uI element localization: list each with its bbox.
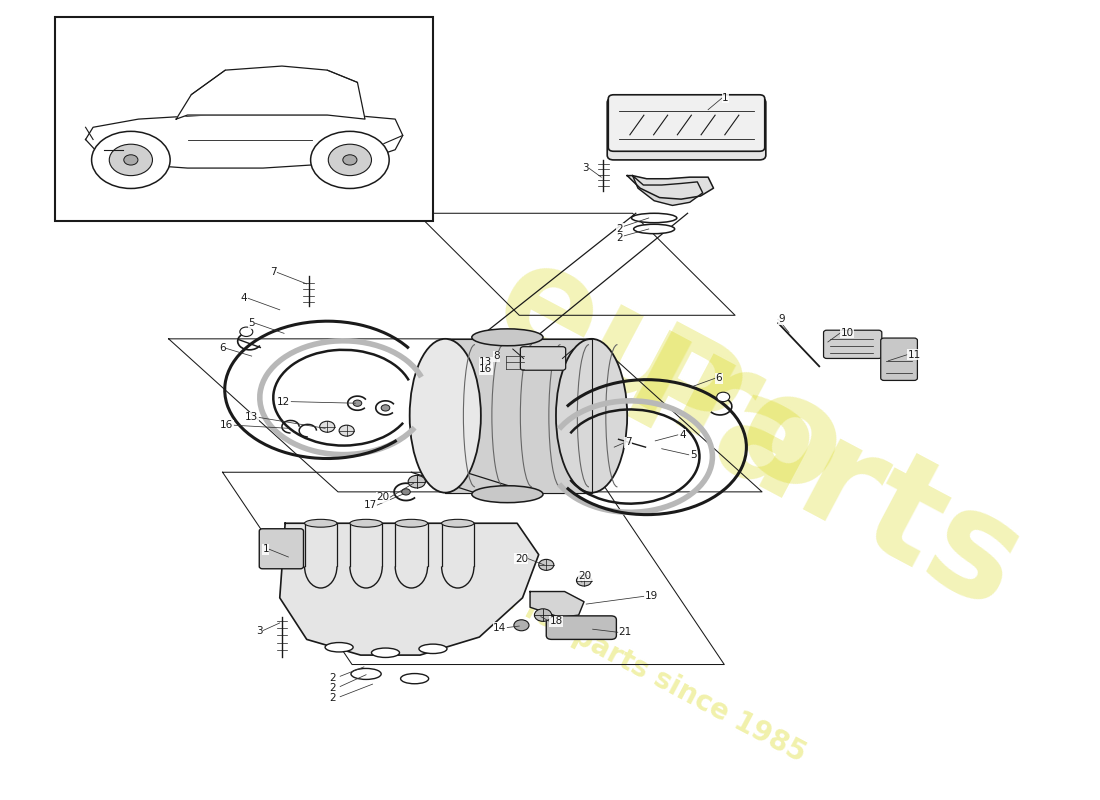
Polygon shape [627, 176, 714, 199]
Circle shape [353, 400, 362, 406]
Text: 7: 7 [270, 267, 276, 277]
Circle shape [535, 609, 552, 622]
Circle shape [717, 392, 729, 402]
Circle shape [124, 154, 138, 165]
Circle shape [514, 620, 529, 630]
Text: 16: 16 [480, 365, 493, 374]
Circle shape [402, 489, 410, 495]
Text: 5: 5 [249, 318, 255, 328]
Ellipse shape [400, 674, 429, 684]
FancyBboxPatch shape [55, 17, 433, 221]
Ellipse shape [441, 519, 474, 527]
Ellipse shape [419, 644, 447, 654]
Circle shape [339, 425, 354, 436]
Circle shape [343, 154, 358, 165]
Text: 5: 5 [690, 450, 696, 460]
Text: 11: 11 [908, 350, 921, 359]
Text: 6: 6 [716, 373, 723, 383]
Polygon shape [176, 66, 365, 119]
Circle shape [408, 475, 426, 488]
Ellipse shape [305, 519, 337, 527]
Text: 4: 4 [241, 293, 248, 303]
Text: 1: 1 [722, 93, 728, 103]
Ellipse shape [631, 214, 676, 222]
FancyBboxPatch shape [547, 616, 616, 639]
FancyBboxPatch shape [881, 338, 917, 381]
Text: 20: 20 [515, 554, 528, 563]
Text: Parts: Parts [598, 317, 1044, 643]
Circle shape [320, 422, 334, 432]
Text: 8: 8 [493, 351, 499, 361]
Text: euro: euro [472, 228, 869, 528]
Ellipse shape [472, 329, 543, 346]
FancyBboxPatch shape [608, 94, 764, 151]
Text: 13: 13 [480, 358, 493, 367]
Text: 10: 10 [840, 327, 854, 338]
Ellipse shape [409, 339, 481, 493]
Text: 9: 9 [778, 314, 785, 324]
Ellipse shape [372, 648, 399, 658]
Circle shape [240, 327, 253, 337]
Text: 13: 13 [245, 412, 258, 422]
FancyBboxPatch shape [607, 98, 766, 160]
Polygon shape [632, 176, 703, 206]
FancyBboxPatch shape [520, 346, 565, 370]
FancyBboxPatch shape [260, 529, 304, 569]
Text: 19: 19 [645, 591, 658, 602]
Circle shape [109, 144, 153, 176]
Text: a passion for parts since 1985: a passion for parts since 1985 [379, 522, 810, 768]
Text: 3: 3 [582, 162, 588, 173]
Text: 20: 20 [579, 571, 592, 581]
Text: 20: 20 [376, 492, 389, 502]
Text: 2: 2 [329, 673, 336, 683]
Circle shape [382, 405, 389, 411]
FancyBboxPatch shape [824, 330, 882, 358]
Ellipse shape [351, 669, 382, 679]
Polygon shape [279, 523, 539, 655]
Ellipse shape [472, 486, 543, 502]
Text: 7: 7 [625, 438, 631, 447]
Text: 12: 12 [277, 397, 290, 406]
Polygon shape [530, 591, 584, 618]
Circle shape [310, 131, 389, 189]
Text: 1: 1 [262, 544, 270, 554]
Polygon shape [86, 115, 403, 168]
Ellipse shape [395, 519, 428, 527]
Text: 2: 2 [616, 224, 623, 234]
Text: 18: 18 [550, 616, 563, 626]
Text: 2: 2 [329, 694, 336, 703]
Text: 14: 14 [493, 622, 506, 633]
Text: 21: 21 [618, 627, 631, 638]
Ellipse shape [350, 519, 383, 527]
Circle shape [328, 144, 372, 176]
Text: 2: 2 [616, 234, 623, 243]
Text: 3: 3 [256, 626, 263, 636]
Text: 17: 17 [364, 500, 377, 510]
Text: 4: 4 [679, 430, 685, 439]
Ellipse shape [634, 224, 674, 234]
Polygon shape [446, 339, 592, 493]
Ellipse shape [326, 642, 353, 652]
Text: 6: 6 [219, 343, 225, 354]
Circle shape [91, 131, 170, 189]
Circle shape [576, 575, 592, 586]
Circle shape [539, 559, 553, 570]
Ellipse shape [556, 339, 627, 493]
Text: 16: 16 [220, 420, 233, 430]
Text: 2: 2 [329, 683, 336, 693]
